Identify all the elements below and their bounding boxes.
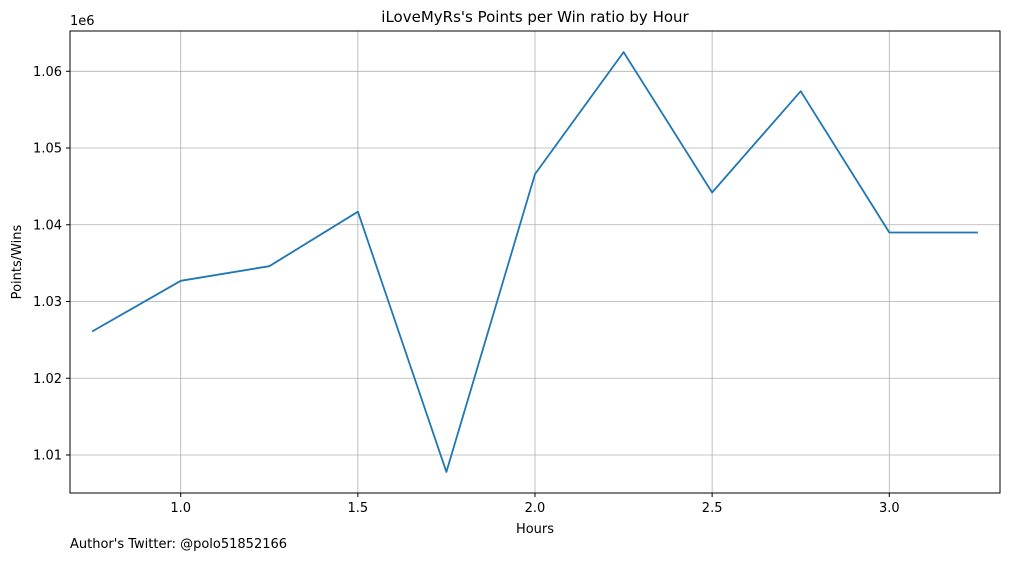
- x-axis-label: Hours: [516, 522, 554, 537]
- y-offset-label: 1e6: [70, 14, 95, 29]
- x-tick-label: 2.0: [525, 501, 546, 516]
- x-tick-label: 2.5: [702, 501, 723, 516]
- y-tick-label: 1.05: [33, 142, 62, 157]
- grid: [70, 31, 1000, 493]
- y-tick-label: 1.04: [33, 218, 62, 233]
- y-tick-label: 1.03: [33, 295, 62, 310]
- y-tick-label: 1.01: [33, 449, 62, 464]
- series-line: [91, 51, 978, 473]
- x-tick-label: 1.0: [170, 501, 191, 516]
- y-axis-label: Points/Wins: [10, 224, 25, 299]
- x-tick-label: 1.5: [348, 501, 369, 516]
- y-tick-label: 1.06: [33, 65, 62, 80]
- chart-title: iLoveMyRs's Points per Win ratio by Hour: [381, 8, 689, 26]
- y-tick-label: 1.02: [33, 372, 62, 387]
- x-tick-label: 3.0: [879, 501, 900, 516]
- y-axis: 1.01 1.02 1.03 1.04 1.05 1.06: [33, 65, 70, 464]
- series-group: [91, 51, 978, 473]
- author-twitter-footer: Author's Twitter: @polo51852166: [70, 537, 288, 552]
- x-axis: 1.0 1.5 2.0 2.5 3.0: [170, 493, 900, 516]
